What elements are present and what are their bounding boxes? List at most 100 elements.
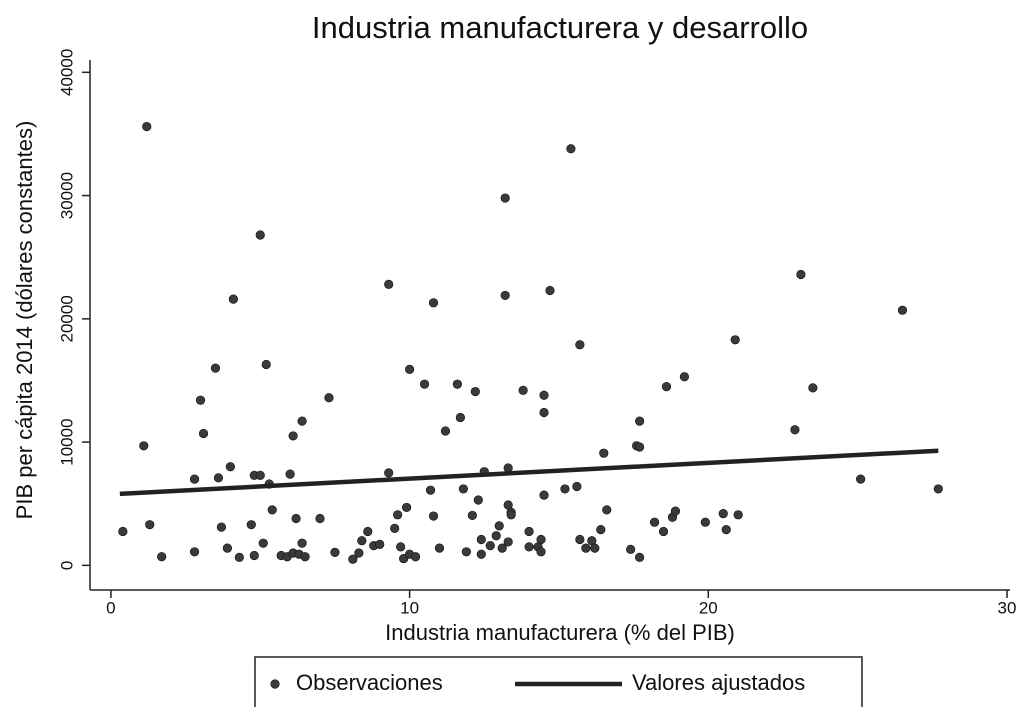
point — [497, 543, 507, 553]
point — [261, 359, 271, 370]
point — [216, 522, 227, 532]
point — [198, 428, 209, 439]
point — [467, 510, 477, 521]
point — [428, 298, 439, 308]
y-tick-label: 30000 — [57, 172, 76, 219]
point — [440, 426, 451, 436]
point — [390, 523, 400, 533]
point — [856, 474, 866, 484]
point — [255, 230, 265, 240]
point — [434, 543, 445, 553]
point — [599, 448, 609, 458]
point — [384, 279, 394, 289]
point — [491, 531, 501, 541]
point — [384, 468, 394, 478]
legend-label: Observaciones — [296, 670, 443, 695]
point — [189, 547, 200, 557]
point — [596, 525, 606, 535]
point — [142, 121, 152, 132]
point — [157, 552, 167, 562]
point — [494, 521, 504, 531]
point — [363, 526, 373, 537]
point — [405, 364, 415, 374]
point — [560, 484, 570, 494]
point — [476, 534, 486, 545]
point — [933, 484, 943, 494]
x-tick-label: 30 — [998, 598, 1017, 617]
point — [733, 510, 743, 520]
point — [246, 520, 256, 530]
point — [419, 379, 430, 389]
point — [721, 525, 731, 535]
point — [393, 510, 403, 520]
point — [500, 290, 510, 301]
point — [518, 385, 528, 395]
point — [297, 416, 307, 426]
point — [536, 547, 546, 557]
point — [222, 543, 233, 553]
point — [402, 502, 412, 513]
point — [258, 538, 268, 548]
point — [145, 520, 155, 530]
point — [575, 534, 585, 545]
point — [473, 495, 483, 505]
point — [249, 550, 259, 561]
point — [581, 543, 591, 553]
point — [300, 552, 310, 562]
point — [288, 431, 298, 441]
y-tick-label: 0 — [57, 561, 76, 570]
point — [461, 547, 471, 557]
x-tick-label: 20 — [699, 598, 718, 617]
point — [635, 552, 645, 562]
point — [354, 548, 364, 558]
point — [730, 335, 740, 345]
point — [210, 363, 221, 373]
point — [348, 554, 358, 564]
point — [572, 481, 582, 492]
point — [658, 526, 669, 537]
chart-title: Industria manufacturera y desarrollo — [312, 10, 808, 45]
legend-box — [254, 656, 863, 707]
point — [396, 542, 406, 552]
point — [679, 372, 690, 382]
point — [357, 536, 367, 546]
point — [796, 269, 806, 280]
point — [545, 285, 555, 296]
point — [700, 517, 710, 527]
point — [213, 473, 224, 483]
point — [539, 390, 549, 400]
point — [575, 340, 585, 350]
point — [118, 526, 128, 537]
point — [267, 505, 277, 515]
point — [195, 395, 206, 405]
point — [602, 505, 612, 515]
y-tick-label: 20000 — [57, 295, 76, 342]
legend-marker — [270, 679, 280, 689]
point — [428, 511, 439, 521]
point — [635, 416, 645, 426]
point — [234, 552, 244, 562]
point — [539, 407, 549, 418]
point — [291, 513, 301, 524]
point — [330, 547, 340, 558]
x-tick-label: 10 — [400, 598, 419, 617]
point — [524, 542, 534, 552]
point — [324, 393, 334, 403]
point — [139, 441, 149, 451]
fit-line — [119, 448, 939, 497]
point — [470, 386, 480, 397]
point — [718, 508, 728, 519]
point — [539, 490, 549, 500]
point — [566, 144, 576, 154]
point — [808, 383, 818, 393]
legend-label: Valores ajustados — [632, 670, 805, 695]
point — [297, 538, 307, 548]
point — [452, 379, 463, 389]
point — [635, 442, 645, 452]
point — [661, 382, 672, 392]
y-tick-label: 10000 — [57, 418, 76, 465]
x-tick-label: 0 — [106, 598, 115, 617]
y-tick-label: 40000 — [57, 49, 76, 96]
point — [626, 544, 636, 554]
